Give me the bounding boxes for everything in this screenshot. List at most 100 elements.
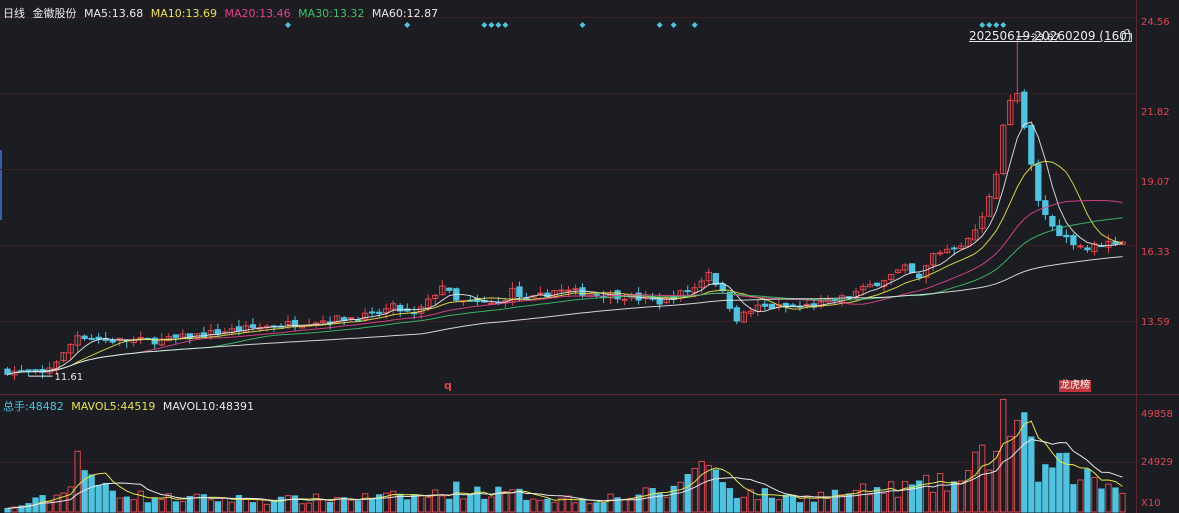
volume-bar xyxy=(53,494,60,513)
event-diamond-icon xyxy=(691,22,698,28)
date-range-label[interactable]: 20250619-20260209 (160) xyxy=(969,29,1132,43)
volume-bar xyxy=(368,498,376,513)
candle-body xyxy=(397,305,404,312)
candle-body xyxy=(200,332,208,338)
event-diamond-icon xyxy=(1000,22,1007,28)
candle-body xyxy=(1007,99,1014,126)
lock-icon[interactable] xyxy=(1122,29,1132,42)
volume-bar xyxy=(782,494,790,513)
high-annotation: 23.87 xyxy=(1031,33,1060,44)
candle-body xyxy=(705,271,712,282)
volume-bar xyxy=(179,500,186,513)
candle-body xyxy=(733,307,740,322)
candle-body xyxy=(951,247,958,250)
volume-bar xyxy=(691,467,698,513)
candle-body xyxy=(572,288,579,291)
volume-bar xyxy=(1042,464,1049,513)
volume-bar xyxy=(698,460,705,513)
volume-bar xyxy=(249,502,257,513)
volume-bar xyxy=(1119,492,1126,513)
volume-bar xyxy=(214,501,222,513)
candle-body xyxy=(439,285,446,296)
candle-body xyxy=(901,264,909,271)
volume-bar xyxy=(1028,436,1035,513)
volume-bar xyxy=(656,493,663,513)
volume-bar xyxy=(354,500,362,513)
volume-bar xyxy=(740,496,747,513)
event-diamond-icon xyxy=(656,22,663,28)
volume-bar xyxy=(516,488,523,513)
volume-bar xyxy=(586,503,593,513)
event-diamond-icon xyxy=(986,22,993,28)
volume-bar xyxy=(130,499,137,513)
candle-body xyxy=(32,369,39,372)
candle-body xyxy=(158,338,165,346)
volume-total-value: 48482 xyxy=(28,400,64,413)
mavol5-value: 44519 xyxy=(120,400,156,413)
volume-bar xyxy=(775,499,783,513)
candle-body xyxy=(88,337,95,340)
volume-bar xyxy=(859,483,867,513)
ma5-value: 13.68 xyxy=(111,7,144,20)
price-axis-label: 13.59 xyxy=(1141,317,1170,328)
event-marker[interactable]: q xyxy=(444,379,452,392)
candle-body xyxy=(390,303,397,310)
event-diamond-icon xyxy=(502,22,509,28)
period-label[interactable]: 日线 xyxy=(3,7,25,20)
volume-bar xyxy=(1021,412,1028,513)
candle-body xyxy=(284,321,292,326)
candle-body xyxy=(922,265,930,278)
volume-bar xyxy=(958,480,965,513)
price-axis-label: 16.33 xyxy=(1141,247,1170,258)
candle-body xyxy=(915,273,923,279)
volume-bar xyxy=(298,503,306,513)
volume-bar xyxy=(979,444,986,513)
volume-bar xyxy=(684,474,691,513)
volume-bar xyxy=(915,480,923,513)
volume-bar xyxy=(11,506,18,513)
volume-bar xyxy=(137,490,144,513)
volume-bar xyxy=(432,489,439,513)
ma60-label: MA60: xyxy=(371,7,407,20)
candle-body xyxy=(516,286,523,298)
volume-bar xyxy=(453,481,460,513)
candle-body xyxy=(1077,245,1084,248)
mavol5-label: MAVOL5: xyxy=(71,400,121,413)
volume-bar xyxy=(305,502,313,513)
volume-bar xyxy=(1084,468,1091,513)
candle-body xyxy=(593,293,600,296)
volume-bar xyxy=(312,493,320,513)
volume-bar xyxy=(67,486,74,513)
volume-bar xyxy=(144,502,151,513)
candle-body xyxy=(558,289,565,292)
volume-bar xyxy=(908,484,916,513)
volume-bar xyxy=(207,499,215,513)
volume-bar xyxy=(1091,476,1098,513)
price-header: 日线 金徽股份 MA5:13.68 MA10:13.69 MA20:13.46 … xyxy=(3,5,442,21)
ma20-line xyxy=(7,200,1123,375)
candle-body xyxy=(347,317,355,320)
price-axis-label: 24.56 xyxy=(1141,17,1170,28)
volume-bar xyxy=(1112,487,1119,513)
volume-bar xyxy=(347,499,355,513)
volume-bar xyxy=(873,487,881,513)
volume-bar xyxy=(242,498,250,513)
volume-bar xyxy=(509,489,516,513)
candle-body xyxy=(965,237,972,247)
candle-body xyxy=(866,284,874,288)
volume-bar xyxy=(411,494,418,513)
volume-bar xyxy=(109,490,116,513)
volume-bar xyxy=(796,502,804,513)
candle-body xyxy=(894,269,902,274)
volume-bar xyxy=(705,464,712,513)
volume-bar xyxy=(200,494,208,513)
candle-body xyxy=(383,308,390,314)
mavol10-line xyxy=(7,438,1123,509)
event-diamond-icon xyxy=(579,22,586,28)
event-tag[interactable]: 龙虎榜 xyxy=(1059,380,1091,392)
volume-bar xyxy=(866,494,874,513)
volume-bar xyxy=(467,493,474,513)
ma10-value: 13.69 xyxy=(185,7,217,20)
volume-bar xyxy=(488,496,495,513)
